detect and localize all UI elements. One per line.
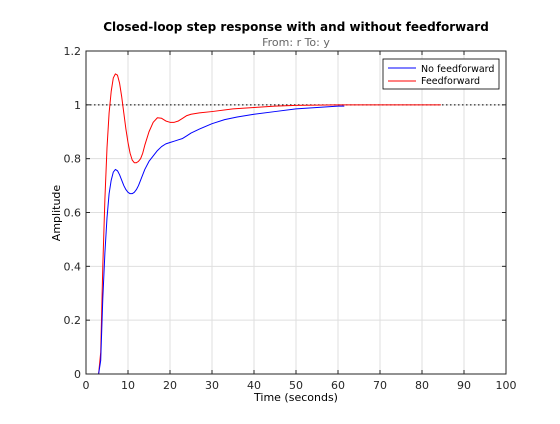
x-tick-label: 60: [331, 379, 345, 392]
y-tick-label: 1.2: [64, 45, 82, 58]
x-tick-label: 100: [496, 379, 517, 392]
x-tick-label: 40: [247, 379, 261, 392]
y-tick-label: 0.8: [64, 153, 82, 166]
y-tick-label: 0: [74, 368, 81, 381]
x-tick-label: 90: [457, 379, 471, 392]
y-axis-label: Amplitude: [50, 185, 63, 242]
legend-label-no-feedforward: No feedforward: [421, 64, 494, 75]
x-tick-label: 0: [83, 379, 90, 392]
y-tick-label: 0.4: [64, 260, 82, 273]
chart-title: Closed-loop step response with and witho…: [103, 20, 489, 34]
y-tick-label: 0.6: [64, 207, 82, 220]
x-tick-label: 30: [205, 379, 219, 392]
series-layer: [86, 73, 506, 375]
chart-subtitle: From: r To: y: [262, 36, 330, 49]
x-tick-label: 20: [163, 379, 177, 392]
legend-label-feedforward: Feedforward: [421, 76, 480, 87]
y-ticks: 0 0.2 0.4 0.6 0.8 1 1.2: [64, 45, 506, 381]
legend: No feedforward Feedforward: [382, 58, 500, 90]
y-tick-label: 1: [74, 99, 81, 112]
x-tick-label: 50: [289, 379, 303, 392]
y-tick-label: 0.2: [64, 314, 82, 327]
series-line-no-feedforward: [86, 105, 345, 375]
legend-box: [382, 58, 500, 90]
x-axis-label: Time (seconds): [253, 391, 338, 404]
series-line-feedforward: [86, 73, 441, 375]
x-tick-label: 70: [373, 379, 387, 392]
x-tick-label: 10: [121, 379, 135, 392]
x-tick-label: 80: [415, 379, 429, 392]
x-ticks: 0 10 20 30 40 50 60 70 80 90 100: [83, 51, 517, 392]
